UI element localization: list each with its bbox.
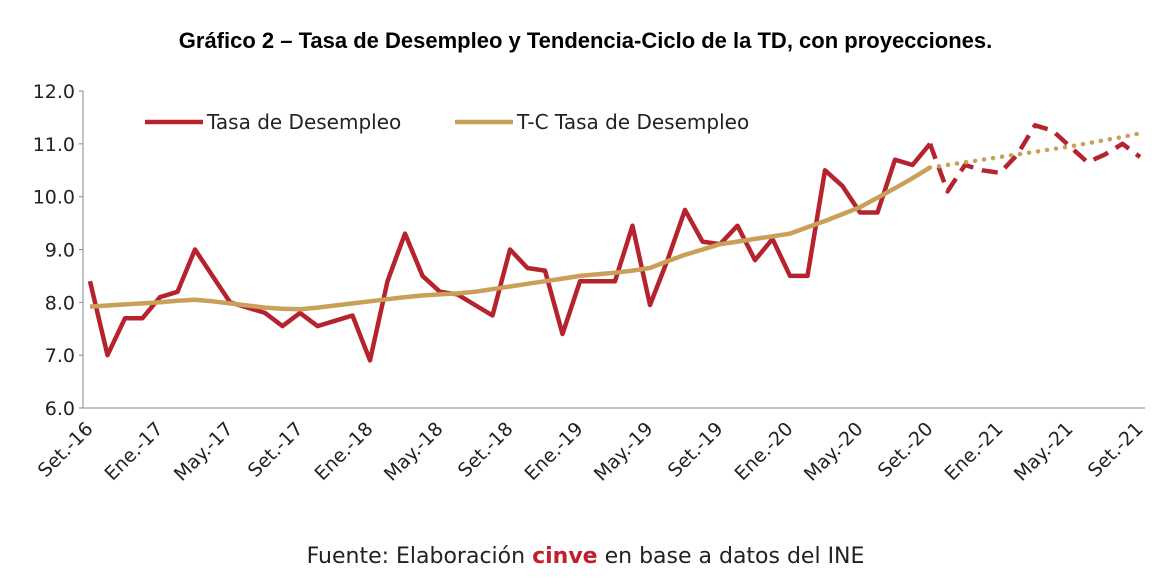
- source-prefix: Fuente: Elaboración: [306, 544, 526, 569]
- y-tick-label: 6.0: [45, 398, 75, 420]
- x-tick-label: Set.-21: [1084, 418, 1148, 482]
- legend-label: T-C Tasa de Desempleo: [516, 110, 749, 134]
- chart-title: Gráfico 2 – Tasa de Desempleo y Tendenci…: [178, 28, 993, 53]
- x-tick-label: May.-20: [800, 418, 868, 486]
- series-line: [87, 142, 932, 363]
- x-tick-label: Set.-20: [874, 418, 938, 482]
- x-tick-label: Set.-19: [664, 418, 728, 482]
- x-tick-label: Ene.-17: [100, 418, 167, 485]
- y-tick-label: 7.0: [45, 345, 75, 367]
- y-tick-label: 9.0: [45, 240, 75, 262]
- source-suffix: en base a datos del INE: [604, 544, 865, 569]
- x-tick-label: Set.-17: [244, 418, 308, 482]
- y-tick-label: 12.0: [33, 81, 75, 103]
- x-tick-label: Ene.-20: [730, 418, 797, 485]
- y-tick-label: 11.0: [33, 134, 75, 156]
- x-tick-label: Ene.-18: [310, 418, 377, 485]
- source-note: Fuente: Elaboración cinve en base a dato…: [0, 544, 1171, 569]
- projection-line: [927, 131, 1143, 170]
- y-tick-label: 8.0: [45, 292, 75, 314]
- series-line: [89, 165, 932, 312]
- legend-label: Tasa de Desempleo: [206, 110, 401, 134]
- x-tick-label: Set.-18: [454, 418, 518, 482]
- x-tick-label: May.-17: [170, 418, 238, 486]
- x-tick-label: May.-21: [1010, 418, 1078, 486]
- x-tick-label: May.-18: [380, 418, 448, 486]
- x-tick-label: Set.-16: [34, 418, 98, 482]
- x-tick-label: Ene.-19: [520, 418, 587, 485]
- source-highlight: cinve: [532, 544, 598, 569]
- x-tick-label: May.-19: [590, 418, 658, 486]
- x-tick-label: Ene.-21: [940, 418, 1007, 485]
- y-tick-label: 10.0: [33, 187, 75, 209]
- projection-line: [927, 123, 1142, 194]
